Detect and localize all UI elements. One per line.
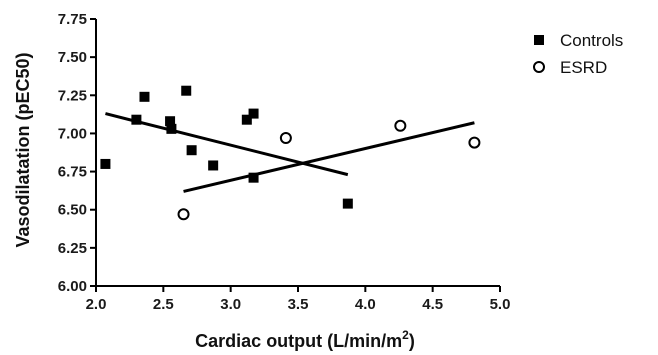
y-tick-label: 7.25 xyxy=(58,87,87,104)
fit-line-esrd xyxy=(183,121,475,193)
legend: Controls ESRD xyxy=(533,31,623,77)
x-tick-label: 3.5 xyxy=(288,296,309,313)
point-controls xyxy=(165,116,176,127)
legend-marker-esrd xyxy=(533,61,545,73)
y-tick-label: 7.00 xyxy=(58,125,87,142)
x-tick-label: 2.0 xyxy=(86,296,107,313)
y-tick-label: 6.00 xyxy=(58,278,87,295)
legend-label-esrd: ESRD xyxy=(560,58,607,77)
point-esrd xyxy=(279,132,292,145)
x-tick-label: 4.0 xyxy=(355,296,376,313)
point-controls xyxy=(248,108,259,119)
fit-lines xyxy=(105,112,475,193)
point-controls xyxy=(248,172,259,183)
point-esrd xyxy=(468,136,481,149)
y-tick-label: 7.75 xyxy=(58,11,87,28)
legend-marker-controls xyxy=(534,35,544,45)
point-controls xyxy=(181,85,192,96)
x-tick-label: 2.5 xyxy=(153,296,174,313)
fit-line-controls xyxy=(105,112,349,177)
data-points xyxy=(100,85,481,221)
x-tick-label: 3.0 xyxy=(220,296,241,313)
x-tick-label: 4.5 xyxy=(422,296,443,313)
y-axis-title: Vasodilatation (pEC50) xyxy=(13,52,33,247)
x-axis-title-superscript: 2 xyxy=(402,328,409,342)
x-axis: 2.0 2.5 3.0 3.5 4.0 4.5 5.0 xyxy=(86,285,511,313)
x-axis-title: Cardiac output (L/min/m2) xyxy=(195,328,415,351)
point-controls xyxy=(131,114,142,125)
y-tick-label: 7.50 xyxy=(58,49,87,66)
point-esrd xyxy=(394,119,407,132)
point-controls xyxy=(139,91,150,102)
y-tick-label: 6.50 xyxy=(58,202,87,219)
legend-item-esrd: ESRD xyxy=(533,58,607,77)
point-esrd xyxy=(177,208,190,221)
legend-item-controls: Controls xyxy=(534,31,623,50)
point-controls xyxy=(186,145,197,156)
y-axis: 6.00 6.25 6.50 6.75 7.00 7.25 7.50 7.75 xyxy=(58,11,97,295)
point-controls xyxy=(342,198,353,209)
y-tick-label: 6.25 xyxy=(58,240,87,257)
legend-label-controls: Controls xyxy=(560,31,623,50)
point-controls xyxy=(100,158,111,169)
point-controls xyxy=(241,114,252,125)
x-tick-label: 5.0 xyxy=(490,296,511,313)
y-tick-label: 6.75 xyxy=(58,164,87,181)
point-controls xyxy=(208,160,219,171)
point-controls xyxy=(166,123,177,134)
